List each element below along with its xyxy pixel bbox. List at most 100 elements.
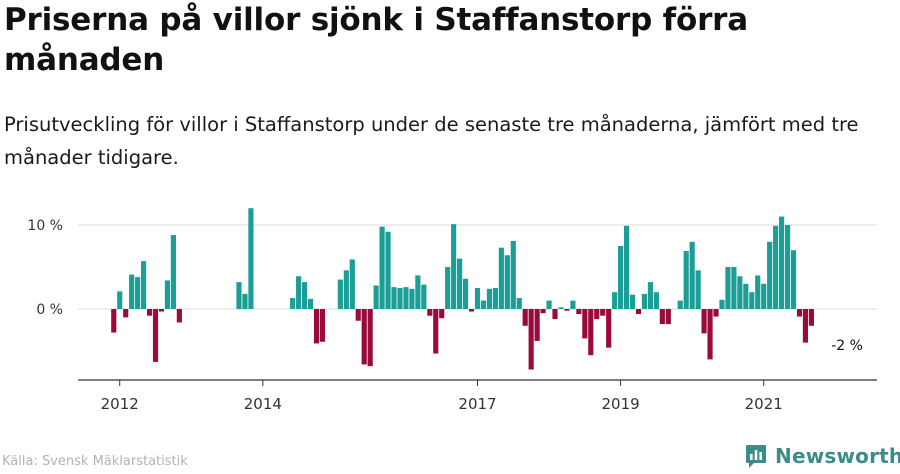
- bar: [486, 288, 492, 309]
- bar: [522, 309, 528, 326]
- bar: [790, 250, 797, 309]
- bar: [606, 309, 612, 348]
- bar: [677, 300, 683, 309]
- bar: [683, 251, 689, 309]
- bar: [749, 292, 755, 309]
- bar: [552, 309, 558, 320]
- bar: [564, 309, 570, 311]
- bar: [498, 247, 504, 309]
- bar: [707, 309, 713, 360]
- bar: [767, 241, 773, 309]
- bar: [427, 309, 433, 316]
- bar: [492, 288, 498, 309]
- x-tick-label: 2021: [745, 395, 783, 413]
- bar: [379, 226, 385, 309]
- bar: [248, 208, 254, 309]
- bars: [111, 208, 814, 370]
- bar: [152, 309, 159, 362]
- bar: [725, 267, 731, 309]
- bar: [337, 279, 343, 309]
- bar: [158, 309, 165, 312]
- bar: [755, 275, 761, 309]
- bar: [629, 294, 636, 309]
- bar: [731, 267, 737, 309]
- bar: [528, 309, 534, 370]
- bar: [409, 288, 415, 309]
- bar: [355, 309, 361, 321]
- bar: [457, 258, 463, 309]
- bar: [135, 277, 141, 309]
- bar: [176, 309, 182, 323]
- bar: [290, 298, 296, 309]
- bar: [576, 309, 582, 315]
- y-axis-labels: 0 % 10 %: [27, 218, 63, 318]
- bar: [349, 259, 355, 309]
- bar: [397, 288, 403, 309]
- bar: [540, 309, 546, 314]
- bar: [242, 293, 248, 309]
- bar: [701, 309, 707, 334]
- bar: [647, 282, 653, 309]
- bar: [468, 309, 475, 312]
- bar: [480, 300, 487, 309]
- bar: [779, 216, 785, 309]
- bar: [319, 309, 326, 342]
- bar: [123, 309, 129, 318]
- bar: [784, 225, 791, 309]
- bar: [236, 282, 242, 309]
- bar: [141, 261, 147, 309]
- bar: [588, 309, 594, 356]
- bar: [510, 240, 516, 309]
- bar: [433, 309, 439, 354]
- bar: [421, 284, 427, 309]
- bar: [659, 309, 665, 325]
- bar: [367, 309, 373, 367]
- y-tick-label: 0 %: [36, 302, 63, 318]
- bar: [504, 255, 510, 309]
- bar: [146, 309, 153, 316]
- bar: [582, 309, 588, 339]
- bar: [635, 309, 642, 315]
- bar: [415, 275, 421, 309]
- bar: [439, 309, 445, 319]
- bar: [618, 246, 624, 309]
- bar: [164, 280, 171, 309]
- bar: [117, 291, 123, 309]
- bar: [474, 288, 481, 309]
- newsworthy-logo-icon: [746, 445, 766, 468]
- bar: [373, 285, 379, 309]
- bar: [612, 292, 618, 309]
- bar: [653, 292, 659, 309]
- bar: [808, 309, 814, 326]
- x-tick-label: 2014: [244, 395, 282, 413]
- bar: [516, 298, 522, 309]
- bar: [737, 276, 743, 309]
- brand-logo[interactable]: Newsworthy: [745, 441, 900, 471]
- bar: [343, 270, 349, 309]
- x-tick-label: 2012: [101, 395, 139, 413]
- bar: [623, 225, 630, 309]
- bar: [743, 283, 749, 309]
- bar: [719, 299, 725, 309]
- bar: [391, 287, 397, 309]
- bar: [641, 293, 648, 309]
- bar: [570, 300, 576, 309]
- bar: [313, 309, 320, 344]
- bar: [773, 225, 779, 309]
- bar: [445, 267, 451, 309]
- bar: [361, 309, 367, 365]
- bar: [462, 278, 469, 309]
- bar: [534, 309, 540, 341]
- bar: [385, 231, 391, 309]
- bar: [546, 300, 552, 309]
- annotations: -2 %: [831, 338, 863, 354]
- bar: [403, 287, 409, 309]
- bar: [761, 283, 767, 309]
- x-axis: 2012 2014 2017 2019 2021: [78, 379, 877, 413]
- bar: [713, 309, 719, 317]
- x-tick-label: 2017: [458, 395, 496, 413]
- bar: [665, 309, 671, 325]
- brand-name: Newsworthy: [775, 444, 900, 468]
- bar: [600, 309, 606, 316]
- bar: [594, 309, 600, 320]
